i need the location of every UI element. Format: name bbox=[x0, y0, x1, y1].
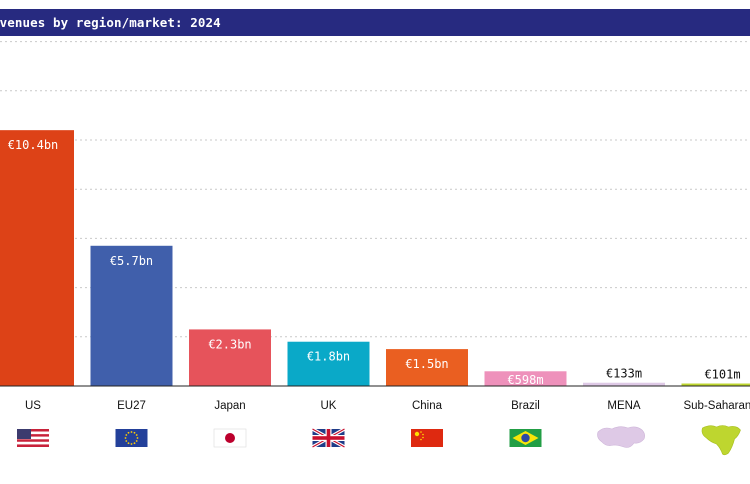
eu-flag-icon bbox=[115, 429, 148, 447]
china-flag-icon bbox=[411, 429, 443, 447]
uk-flag-icon bbox=[311, 427, 346, 449]
category-label: China bbox=[412, 400, 443, 412]
value-label: €10.4bn bbox=[8, 138, 59, 152]
chart-title: evenues by region/market: 2024 bbox=[0, 15, 221, 30]
value-label: €1.5bn bbox=[405, 357, 448, 371]
bar-brazil bbox=[484, 371, 567, 386]
category-label: Brazil bbox=[511, 400, 540, 412]
value-label: €101m bbox=[704, 368, 740, 382]
bar-japan bbox=[189, 329, 271, 386]
japan-flag-icon bbox=[213, 428, 247, 448]
value-label: €2.3bn bbox=[208, 337, 251, 351]
category-label: EU27 bbox=[117, 400, 146, 412]
bar-us bbox=[0, 130, 74, 386]
category-label: UK bbox=[321, 400, 337, 412]
category-label: Sub-Saharan A bbox=[683, 400, 750, 412]
value-label: €5.7bn bbox=[110, 254, 153, 268]
labels: €10.4bn US €5.7bn EU27 €2.3bn Japan €1.8bn UK €1… bbox=[8, 138, 750, 412]
mena-map-icon bbox=[597, 426, 645, 448]
category-label: MENA bbox=[607, 400, 641, 412]
bar-uk bbox=[287, 341, 370, 386]
category-label: US bbox=[25, 400, 41, 412]
value-label: €598m bbox=[507, 373, 543, 387]
africa-map-icon bbox=[701, 425, 741, 456]
chart-title-bar: evenues by region/market: 2024 bbox=[0, 9, 750, 36]
bar-eu27 bbox=[90, 245, 173, 386]
value-label: €133m bbox=[606, 367, 642, 381]
brazil-flag-icon bbox=[509, 429, 542, 447]
us-flag-icon bbox=[17, 429, 49, 447]
bars bbox=[0, 130, 750, 386]
gridlines bbox=[0, 41, 750, 338]
category-label: Japan bbox=[214, 400, 245, 412]
bar-mena bbox=[583, 382, 665, 386]
icons bbox=[17, 425, 741, 456]
bar-sub-saharan-a bbox=[681, 383, 750, 386]
bar-china bbox=[386, 349, 468, 386]
value-label: €1.8bn bbox=[307, 350, 350, 364]
